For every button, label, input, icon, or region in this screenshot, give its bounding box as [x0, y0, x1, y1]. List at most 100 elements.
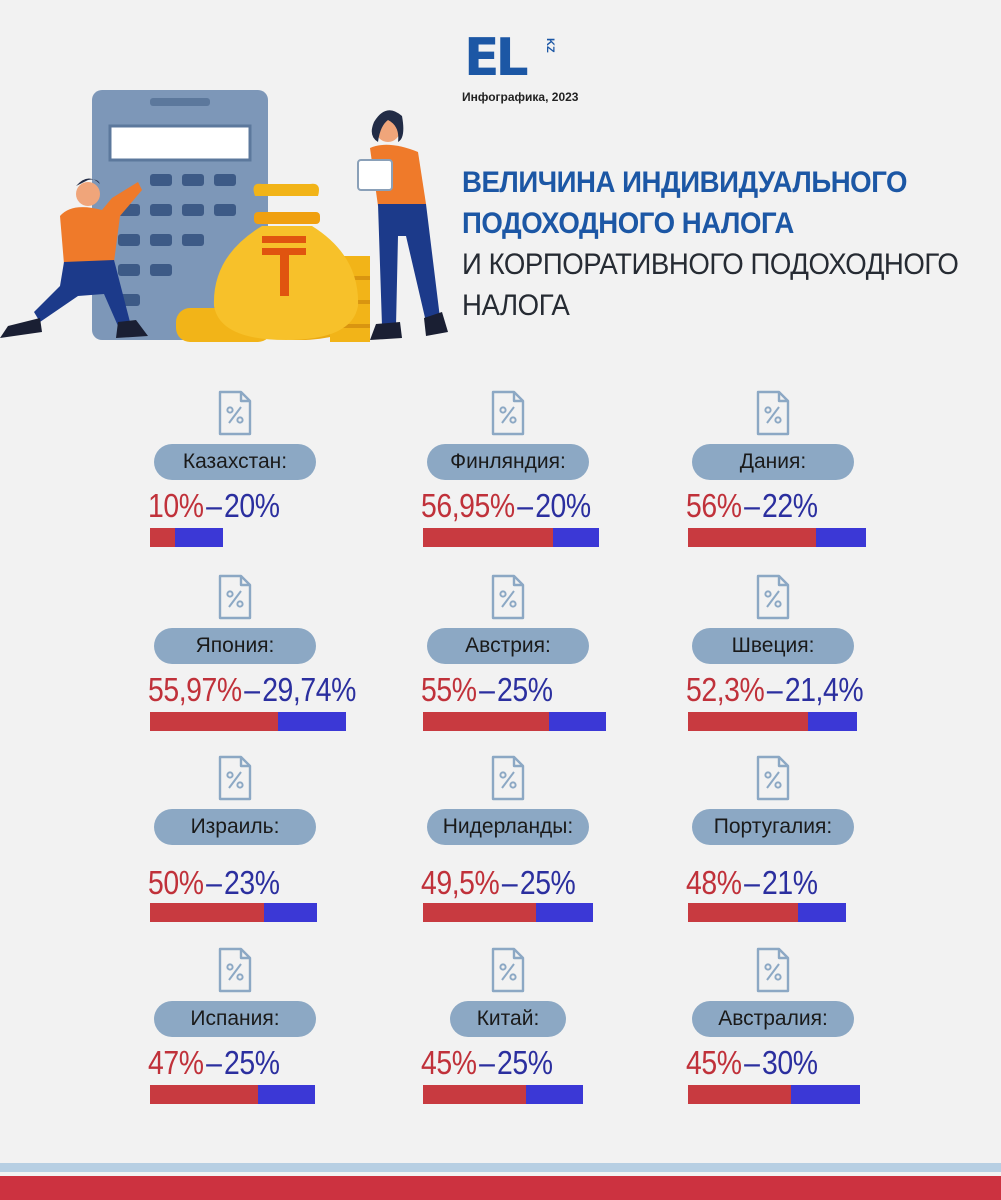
- country-card: Китай: 45%–25%: [413, 947, 723, 1137]
- corporate-rate: 25%: [519, 864, 576, 901]
- country-card: Австралия: 45%–30%: [678, 947, 988, 1137]
- individual-rate: 45%: [686, 1044, 742, 1081]
- percent-document-icon: [491, 947, 525, 993]
- individual-tax-bar: [150, 712, 278, 731]
- individual-rate: 48%: [686, 864, 742, 901]
- tax-rates: 55%–25%: [421, 670, 553, 710]
- percent-document-icon: [491, 755, 525, 801]
- rate-separator: –: [479, 671, 495, 708]
- logo: EL KZ Инфографика, 2023: [462, 30, 582, 110]
- headline-line-2: ПОДОХОДНОГО НАЛОГА: [462, 207, 794, 240]
- country-card: Япония: 55,97%–29,74%: [140, 574, 450, 764]
- logo-text: EL: [464, 28, 529, 88]
- rate-separator: –: [744, 864, 760, 901]
- country-card: Австрия: 55%–25%: [413, 574, 723, 764]
- corporate-tax-bar: [264, 903, 317, 922]
- tax-bar: [150, 903, 317, 922]
- corporate-rate: 25%: [497, 671, 553, 708]
- country-card: Швеция: 52,3%–21,4%: [678, 574, 988, 764]
- country-label: Дания:: [692, 444, 854, 480]
- country-card: Испания: 47%–25%: [140, 947, 450, 1137]
- infographic-subtitle: Инфографика, 2023: [462, 90, 579, 104]
- corporate-tax-bar: [791, 1085, 860, 1104]
- corporate-rate: 20%: [535, 487, 591, 524]
- country-label: Китай:: [450, 1001, 566, 1037]
- corporate-rate: 23%: [224, 864, 280, 901]
- rate-separator: –: [206, 487, 222, 524]
- individual-rate: 10%: [148, 487, 204, 524]
- footer-stripe-red: [0, 1176, 1001, 1200]
- headline-line-1: ВЕЛИЧИНА ИНДИВИДУАЛЬНОГО: [462, 166, 908, 199]
- country-label: Швеция:: [692, 628, 854, 664]
- individual-rate: 49,5%: [421, 864, 500, 901]
- corporate-tax-bar: [816, 528, 866, 547]
- rate-separator: –: [744, 487, 760, 524]
- rate-separator: –: [766, 671, 783, 708]
- corporate-tax-bar: [278, 712, 346, 731]
- tax-rates: 52,3%–21,4%: [686, 670, 864, 710]
- tax-rates: 45%–30%: [686, 1043, 818, 1083]
- rate-separator: –: [244, 671, 260, 708]
- tax-bar: [423, 1085, 583, 1104]
- individual-tax-bar: [423, 528, 553, 547]
- tax-rates: 49,5%–25%: [421, 863, 576, 903]
- country-card: Финляндия: 56,95%–20%: [413, 390, 723, 580]
- tax-rates: 10%–20%: [148, 486, 280, 526]
- corporate-rate: 29,74%: [262, 671, 356, 708]
- logo-suffix: KZ: [544, 38, 556, 53]
- percent-document-icon: [756, 947, 790, 993]
- tax-rates: 45%–25%: [421, 1043, 553, 1083]
- corporate-tax-bar: [536, 903, 593, 922]
- individual-rate: 55%: [421, 671, 477, 708]
- country-label: Австралия:: [692, 1001, 854, 1037]
- percent-document-icon: [491, 390, 525, 436]
- headline: ВЕЛИЧИНА ИНДИВИДУАЛЬНОГО ПОДОХОДНОГО НАЛ…: [462, 162, 959, 326]
- rate-separator: –: [744, 1044, 760, 1081]
- individual-tax-bar: [688, 528, 816, 547]
- percent-document-icon: [218, 574, 252, 620]
- percent-document-icon: [218, 755, 252, 801]
- individual-rate: 47%: [148, 1044, 204, 1081]
- rate-separator: –: [206, 864, 222, 901]
- individual-tax-bar: [423, 1085, 526, 1104]
- rate-separator: –: [501, 864, 518, 901]
- percent-document-icon: [756, 755, 790, 801]
- rate-separator: –: [479, 1044, 495, 1081]
- tax-bar: [423, 712, 606, 731]
- tax-rates: 48%–21%: [686, 863, 818, 903]
- country-label: Израиль:: [154, 809, 316, 845]
- country-label: Нидерланды:: [427, 809, 589, 845]
- country-label: Финляндия:: [427, 444, 589, 480]
- corporate-tax-bar: [553, 528, 599, 547]
- individual-rate: 50%: [148, 864, 204, 901]
- corporate-rate: 21%: [762, 864, 818, 901]
- percent-document-icon: [218, 947, 252, 993]
- individual-rate: 55,97%: [148, 671, 242, 708]
- headline-line-4: НАЛОГА: [462, 289, 570, 322]
- corporate-tax-bar: [175, 528, 223, 547]
- country-card: Нидерланды: 49,5%–25%: [413, 755, 723, 945]
- individual-tax-bar: [423, 712, 549, 731]
- corporate-tax-bar: [549, 712, 606, 731]
- individual-tax-bar: [150, 903, 264, 922]
- tax-bar: [150, 1085, 315, 1104]
- corporate-rate: 20%: [224, 487, 280, 524]
- individual-rate: 56%: [686, 487, 742, 524]
- headline-line-3: И КОРПОРАТИВНОГО ПОДОХОДНОГО: [462, 248, 959, 281]
- calculator-money-illustration: [0, 90, 448, 342]
- tax-rates: 56%–22%: [686, 486, 818, 526]
- corporate-rate: 22%: [762, 487, 818, 524]
- individual-rate: 52,3%: [686, 671, 765, 708]
- individual-tax-bar: [423, 903, 536, 922]
- country-label: Австрия:: [427, 628, 589, 664]
- country-card: Португалия: 48%–21%: [678, 755, 988, 945]
- individual-tax-bar: [688, 712, 808, 731]
- corporate-rate: 30%: [762, 1044, 818, 1081]
- corporate-tax-bar: [798, 903, 846, 922]
- country-card: Казахстан: 10%–20%: [140, 390, 450, 580]
- individual-rate: 56,95%: [421, 487, 515, 524]
- country-card: Дания: 56%–22%: [678, 390, 988, 580]
- tax-rates: 50%–23%: [148, 863, 280, 903]
- tax-rates: 55,97%–29,74%: [148, 670, 356, 710]
- corporate-tax-bar: [808, 712, 857, 731]
